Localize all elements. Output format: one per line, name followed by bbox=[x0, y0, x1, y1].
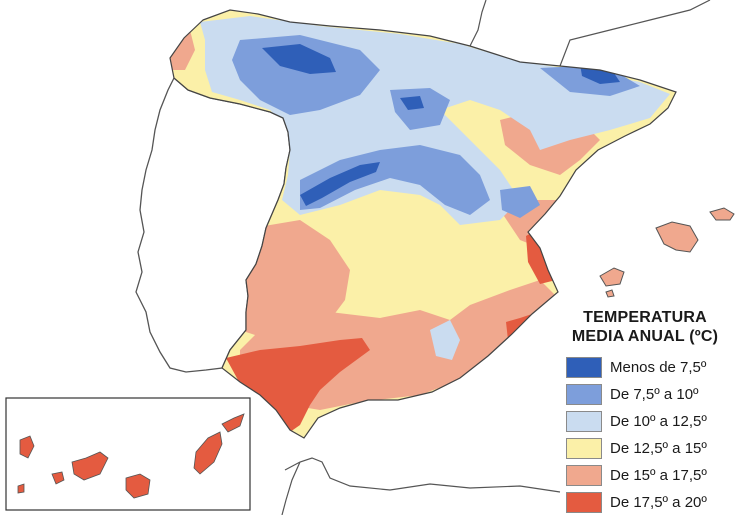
legend-swatch bbox=[566, 465, 602, 486]
legend-title-line2: MEDIA ANUAL (ºC) bbox=[571, 328, 719, 345]
legend-label: De 17,5º a 20º bbox=[610, 494, 707, 511]
legend-label: De 7,5º a 10º bbox=[610, 386, 699, 403]
balearic-islands bbox=[599, 207, 735, 298]
legend-title-line1: TEMPERATURA bbox=[583, 309, 707, 326]
legend: TEMPERATURA MEDIA ANUAL (ºC) Menos de 7,… bbox=[566, 308, 738, 516]
spain-outline bbox=[169, 9, 677, 439]
legend-item: De 17,5º a 20º bbox=[566, 489, 738, 516]
legend-label: De 12,5º a 15º bbox=[610, 440, 707, 457]
legend-swatch bbox=[566, 492, 602, 513]
legend-label: Menos de 7,5º bbox=[610, 359, 707, 376]
legend-swatch bbox=[566, 411, 602, 432]
legend-item: De 15º a 17,5º bbox=[566, 462, 738, 489]
france-coast bbox=[469, 0, 711, 67]
legend-label: De 10º a 12,5º bbox=[610, 413, 707, 430]
legend-item: Menos de 7,5º bbox=[566, 354, 738, 381]
africa-coast bbox=[281, 457, 561, 515]
legend-swatch bbox=[566, 357, 602, 378]
legend-item: De 7,5º a 10º bbox=[566, 381, 738, 408]
legend-swatch bbox=[566, 438, 602, 459]
legend-item: De 10º a 12,5º bbox=[566, 408, 738, 435]
canary-islands-inset bbox=[5, 397, 251, 511]
legend-label: De 15º a 17,5º bbox=[610, 467, 707, 484]
legend-title: TEMPERATURA MEDIA ANUAL (ºC) bbox=[566, 308, 738, 346]
legend-swatch bbox=[566, 384, 602, 405]
legend-item: De 12,5º a 15º bbox=[566, 435, 738, 462]
